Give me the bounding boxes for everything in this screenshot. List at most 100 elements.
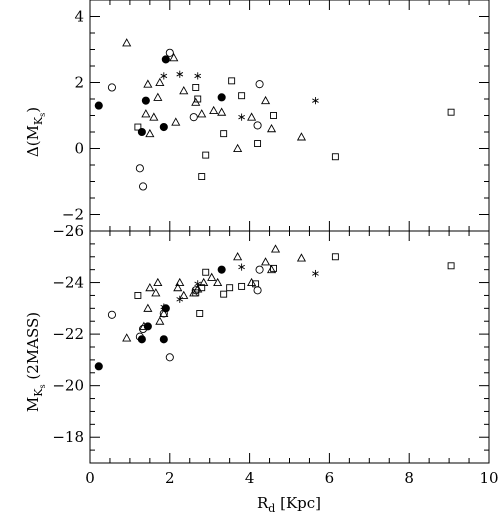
bottom-panel-y-axis-title: MKs (2MASS) (24, 312, 47, 412)
top-point-triangle-9 (179, 86, 189, 95)
top-point-filled-circle-4 (161, 55, 170, 64)
bottom-y-tick-label: −24 (52, 274, 84, 292)
x-axis-title: Rd [Kpc] (257, 494, 321, 515)
top-panel: −2 0 2 4 (62, 0, 490, 232)
bottom-point-triangle-20 (270, 244, 281, 253)
top-point-triangle-17 (266, 123, 277, 133)
bottom-point-open-circle-6 (253, 286, 262, 295)
bottom-point-triangle-17 (247, 277, 257, 287)
top-point-filled-circle-5 (217, 93, 226, 102)
bottom-panel-frame (89, 230, 490, 464)
bottom-y-tick-label: −20 (52, 377, 84, 395)
x-tick-label: 6 (325, 469, 335, 487)
bottom-point-open-circle-7 (255, 265, 264, 274)
bottom-point-triangle-1 (139, 321, 149, 330)
bottom-point-triangle-5 (153, 277, 163, 287)
top-point-filled-circle-0 (94, 101, 103, 110)
top-point-filled-circle-2 (141, 96, 150, 105)
top-point-open-circle-0 (107, 83, 116, 92)
xlabel-tail: [Kpc] (275, 494, 321, 512)
top-point-open-circle-6 (255, 80, 264, 89)
bottom-point-triangle-0 (122, 333, 132, 342)
bottom-point-asterisk-3 (238, 263, 245, 271)
top-point-triangle-7 (169, 53, 179, 62)
bottom-point-square-2 (196, 310, 204, 317)
bottom-point-triangle-9 (175, 277, 185, 287)
top-y-tick-label: 2 (74, 74, 84, 92)
top-point-asterisk-4 (312, 97, 319, 105)
bottom-y-tick-label: −18 (52, 428, 84, 446)
top-point-asterisk-3 (238, 113, 245, 121)
bottom-point-triangle-8 (173, 282, 183, 292)
bottom-point-open-circle-1 (135, 332, 144, 341)
top-ylabel-sub: K (32, 116, 45, 125)
top-point-square-4 (202, 151, 210, 159)
bottom-point-triangle-19 (266, 264, 277, 274)
bottom-point-triangle-14 (207, 272, 217, 281)
bottom-point-triangle-13 (199, 277, 209, 287)
bottom-ylabel-tail: (2MASS) (24, 312, 42, 385)
bottom-point-filled-circle-3 (159, 335, 168, 344)
bottom-point-square-0 (134, 291, 142, 299)
bottom-point-triangle-10 (179, 290, 189, 299)
top-point-triangle-16 (260, 95, 271, 105)
bottom-point-filled-circle-0 (94, 362, 103, 371)
top-point-square-1 (192, 83, 200, 91)
top-point-triangle-11 (197, 109, 207, 118)
top-y-tick-label: −2 (62, 206, 84, 224)
xlabel-sub: d (268, 502, 275, 515)
bottom-point-square-3 (198, 284, 206, 292)
top-y-tick-label: 0 (74, 140, 84, 158)
bottom-point-square-4 (202, 268, 210, 276)
top-point-square-6 (228, 77, 236, 85)
bottom-point-triangle-2 (143, 303, 153, 312)
bottom-point-open-circle-4 (165, 353, 174, 362)
top-point-triangle-5 (153, 92, 163, 101)
bottom-point-triangle-21 (296, 253, 307, 262)
x-tick-label: 4 (245, 469, 255, 487)
bottom-point-filled-circle-5 (217, 265, 226, 274)
top-point-asterisk-1 (176, 70, 184, 78)
top-point-square-7 (238, 92, 246, 100)
xlabel-main: R (257, 494, 269, 512)
top-point-open-circle-3 (165, 48, 174, 57)
bottom-point-triangle-16 (233, 252, 243, 261)
top-point-square-2 (194, 95, 202, 103)
bottom-point-triangle-3 (145, 282, 155, 292)
bottom-point-square-1 (192, 289, 200, 297)
x-tick-label: 2 (165, 469, 175, 487)
top-ylabel-tail: ) (24, 107, 42, 113)
top-point-square-3 (198, 173, 206, 181)
top-point-triangle-0 (122, 38, 132, 47)
bottom-point-filled-circle-2 (143, 322, 152, 331)
x-tick-label: 10 (479, 469, 498, 487)
bottom-point-asterisk-0 (160, 303, 168, 311)
x-tick-label: 8 (404, 469, 414, 487)
bottom-point-square-6 (226, 284, 234, 292)
bottom-point-asterisk-4 (312, 269, 319, 278)
top-point-triangle-15 (247, 112, 257, 121)
top-point-open-circle-1 (135, 164, 144, 173)
bottom-point-triangle-7 (159, 308, 169, 317)
top-point-filled-circle-3 (159, 123, 168, 132)
top-point-square-0 (134, 123, 142, 131)
top-point-triangle-1 (141, 109, 151, 118)
top-point-triangle-18 (296, 132, 307, 141)
top-point-triangle-14 (233, 143, 243, 152)
bottom-ylabel-subsub: s (38, 384, 47, 388)
x-tick-label: 0 (85, 469, 95, 487)
top-ylabel-subsub: s (38, 113, 47, 117)
top-panel-y-axis-title: Δ(MKs) (24, 107, 47, 157)
top-point-triangle-3 (145, 128, 155, 138)
bottom-point-asterisk-2 (194, 280, 202, 288)
top-point-triangle-8 (171, 117, 181, 126)
bottom-point-square-7 (238, 282, 246, 290)
top-point-square-5 (220, 130, 228, 138)
top-point-square-9 (270, 112, 277, 119)
top-point-asterisk-2 (194, 72, 202, 80)
top-point-square-11 (447, 108, 455, 116)
bottom-point-asterisk-1 (176, 295, 184, 303)
top-point-triangle-12 (209, 105, 219, 115)
top-point-triangle-13 (217, 107, 227, 116)
